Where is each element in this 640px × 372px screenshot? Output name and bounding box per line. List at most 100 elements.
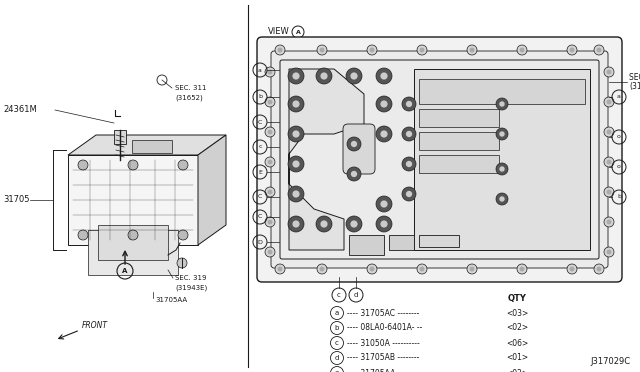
- Circle shape: [278, 266, 282, 272]
- Text: <02>: <02>: [506, 324, 528, 333]
- Text: SEC. 311: SEC. 311: [175, 85, 207, 91]
- Circle shape: [351, 73, 358, 80]
- Circle shape: [594, 264, 604, 274]
- FancyBboxPatch shape: [257, 37, 622, 282]
- Text: C: C: [258, 195, 262, 199]
- Polygon shape: [68, 135, 226, 155]
- Text: FRONT: FRONT: [82, 321, 108, 330]
- Circle shape: [369, 48, 374, 52]
- Circle shape: [288, 186, 304, 202]
- Circle shape: [417, 45, 427, 55]
- Circle shape: [406, 101, 412, 107]
- Polygon shape: [289, 69, 364, 250]
- Circle shape: [406, 191, 412, 197]
- Text: o: o: [617, 164, 621, 170]
- Circle shape: [268, 70, 273, 74]
- Text: VIEW: VIEW: [268, 28, 290, 36]
- Text: d: d: [354, 292, 358, 298]
- Text: <02>: <02>: [506, 369, 528, 372]
- Circle shape: [499, 131, 505, 137]
- Circle shape: [319, 266, 324, 272]
- FancyBboxPatch shape: [343, 124, 375, 174]
- Bar: [419, 235, 459, 247]
- Circle shape: [406, 161, 412, 167]
- Bar: [349, 235, 384, 255]
- Text: D: D: [257, 240, 262, 244]
- Circle shape: [78, 160, 88, 170]
- Circle shape: [268, 160, 273, 164]
- Text: SEC. 319: SEC. 319: [629, 73, 640, 81]
- Circle shape: [567, 45, 577, 55]
- Text: 31705: 31705: [3, 196, 29, 205]
- Circle shape: [321, 73, 328, 80]
- Circle shape: [380, 100, 388, 108]
- Circle shape: [470, 48, 474, 52]
- Circle shape: [128, 160, 138, 170]
- Circle shape: [607, 250, 611, 254]
- Text: d: d: [335, 355, 339, 361]
- Circle shape: [607, 160, 611, 164]
- Text: o: o: [617, 135, 621, 140]
- Polygon shape: [198, 135, 226, 245]
- Circle shape: [78, 230, 88, 240]
- Circle shape: [376, 196, 392, 212]
- Bar: [114, 130, 126, 144]
- Text: ---- 31705AB --------: ---- 31705AB --------: [347, 353, 419, 362]
- Circle shape: [496, 128, 508, 140]
- Text: a: a: [258, 67, 262, 73]
- Text: ---- 31705AA -------: ---- 31705AA -------: [347, 369, 417, 372]
- Circle shape: [376, 126, 392, 142]
- Circle shape: [351, 141, 357, 147]
- Circle shape: [347, 167, 361, 181]
- Circle shape: [467, 45, 477, 55]
- Text: b: b: [258, 94, 262, 99]
- Bar: [88, 230, 178, 275]
- Circle shape: [594, 45, 604, 55]
- Circle shape: [288, 96, 304, 112]
- Circle shape: [596, 48, 602, 52]
- Circle shape: [275, 45, 285, 55]
- Circle shape: [604, 127, 614, 137]
- Text: A: A: [296, 29, 300, 35]
- Text: ---- 31050A ----------: ---- 31050A ----------: [347, 339, 420, 347]
- Circle shape: [419, 48, 424, 52]
- Circle shape: [268, 250, 273, 254]
- Circle shape: [347, 137, 361, 151]
- Circle shape: [607, 219, 611, 224]
- Circle shape: [265, 187, 275, 197]
- Circle shape: [317, 264, 327, 274]
- Circle shape: [517, 264, 527, 274]
- Circle shape: [604, 67, 614, 77]
- Circle shape: [346, 68, 362, 84]
- Circle shape: [380, 201, 388, 208]
- Text: <06>: <06>: [506, 339, 528, 347]
- Text: (31943E): (31943E): [175, 285, 207, 291]
- Circle shape: [292, 160, 300, 168]
- Text: ---- 31705AC --------: ---- 31705AC --------: [347, 308, 419, 317]
- Circle shape: [496, 193, 508, 205]
- Circle shape: [604, 247, 614, 257]
- Circle shape: [402, 97, 416, 111]
- Text: b: b: [335, 325, 339, 331]
- Bar: [419, 155, 499, 173]
- Circle shape: [496, 163, 508, 175]
- Circle shape: [268, 129, 273, 135]
- Text: E: E: [258, 170, 262, 174]
- Text: (31943E): (31943E): [629, 83, 640, 92]
- Circle shape: [376, 96, 392, 112]
- Circle shape: [499, 101, 505, 107]
- Circle shape: [470, 266, 474, 272]
- Circle shape: [177, 258, 187, 268]
- Circle shape: [178, 230, 188, 240]
- Circle shape: [288, 216, 304, 232]
- Circle shape: [607, 129, 611, 135]
- Circle shape: [367, 264, 377, 274]
- Circle shape: [265, 157, 275, 167]
- Circle shape: [178, 160, 188, 170]
- Circle shape: [417, 264, 427, 274]
- Circle shape: [128, 230, 138, 240]
- Bar: [414, 69, 590, 250]
- Circle shape: [292, 220, 300, 228]
- Circle shape: [607, 99, 611, 105]
- Circle shape: [376, 68, 392, 84]
